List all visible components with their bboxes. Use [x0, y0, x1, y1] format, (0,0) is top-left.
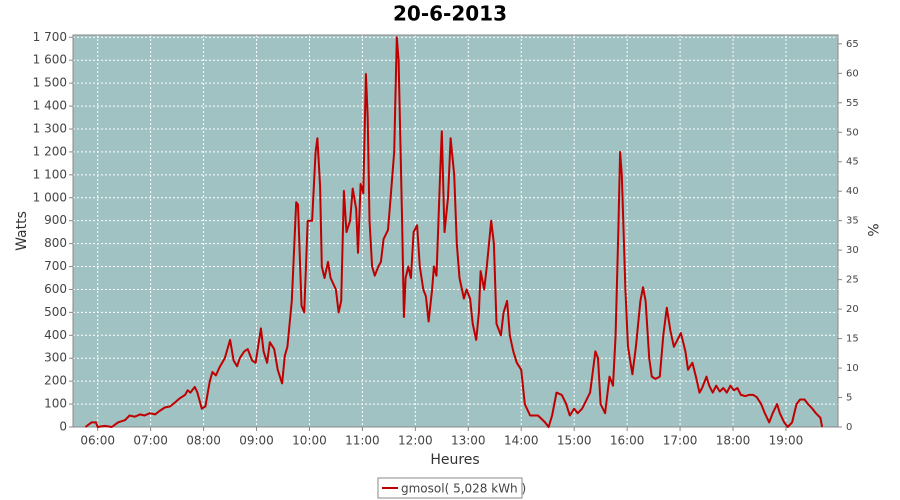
y-tick-label: 500: [44, 305, 67, 319]
y-tick-label: 700: [44, 259, 67, 273]
x-axis-label: Heures: [430, 452, 479, 468]
data-line: [84, 36, 824, 428]
y2-tick-label: 65: [846, 39, 859, 50]
y2-axis-label: %: [864, 223, 880, 236]
y-tick-label: 1 500: [33, 76, 67, 90]
y-tick-label: 200: [44, 374, 67, 388]
y2-tick-label: 0: [846, 422, 852, 433]
x-tick-label: 13:00: [451, 434, 486, 448]
x-tick-label: 12:00: [398, 434, 433, 448]
y2-tick-label: 55: [846, 98, 859, 109]
y2-tick-label: 20: [846, 304, 859, 315]
x-tick-label: 08:00: [186, 434, 221, 448]
y2-tick-label: 50: [846, 127, 859, 138]
y-tick-label: 1 700: [33, 30, 67, 44]
x-tick-label: 10:00: [292, 434, 327, 448]
y-tick-label: 600: [44, 282, 67, 296]
y2-tick-label: 40: [846, 186, 859, 197]
y-axis-label: Watts: [14, 211, 30, 251]
x-tick-label: 16:00: [610, 434, 645, 448]
y-tick-label: 0: [59, 420, 67, 434]
y2-tick-label: 35: [846, 216, 859, 227]
chart-title: 20-6-2013: [393, 2, 507, 26]
x-tick-label: 14:00: [504, 434, 539, 448]
y2-tick-label: 5: [846, 393, 852, 404]
legend-box: [377, 477, 523, 499]
y2-tick-label: 60: [846, 68, 859, 79]
y-tick-label: 300: [44, 351, 67, 365]
y-tick-label: 900: [44, 213, 67, 227]
y-tick-label: 1 300: [33, 121, 67, 135]
plot-frame: [72, 34, 839, 428]
y-tick-label: 1 600: [33, 53, 67, 67]
y-tick-label: 400: [44, 328, 67, 342]
y-tick-label: 800: [44, 236, 67, 250]
y2-tick-label: 30: [846, 245, 859, 256]
x-tick-label: 11:00: [345, 434, 380, 448]
y-tick-label: 1 100: [33, 167, 67, 181]
x-tick-label: 09:00: [239, 434, 274, 448]
legend: gmosol( 5,028 kWh ): [377, 477, 526, 499]
y2-tick-label: 10: [846, 363, 859, 374]
x-tick-label: 19:00: [769, 434, 804, 448]
x-tick-label: 15:00: [557, 434, 592, 448]
x-tick-label: 17:00: [663, 434, 698, 448]
legend-label: gmosol( 5,028 kWh ): [401, 482, 526, 496]
y2-tick-label: 45: [846, 157, 859, 168]
y-tick-label: 100: [44, 397, 67, 411]
x-tick-label: 18:00: [716, 434, 751, 448]
x-tick-label: 07:00: [133, 434, 168, 448]
x-tick-label: 06:00: [80, 434, 115, 448]
y-tick-label: 1 000: [33, 190, 67, 204]
y-tick-label: 1 200: [33, 144, 67, 158]
y-tick-label: 1 400: [33, 99, 67, 113]
y2-tick-label: 25: [846, 275, 859, 286]
y2-tick-label: 15: [846, 334, 859, 345]
